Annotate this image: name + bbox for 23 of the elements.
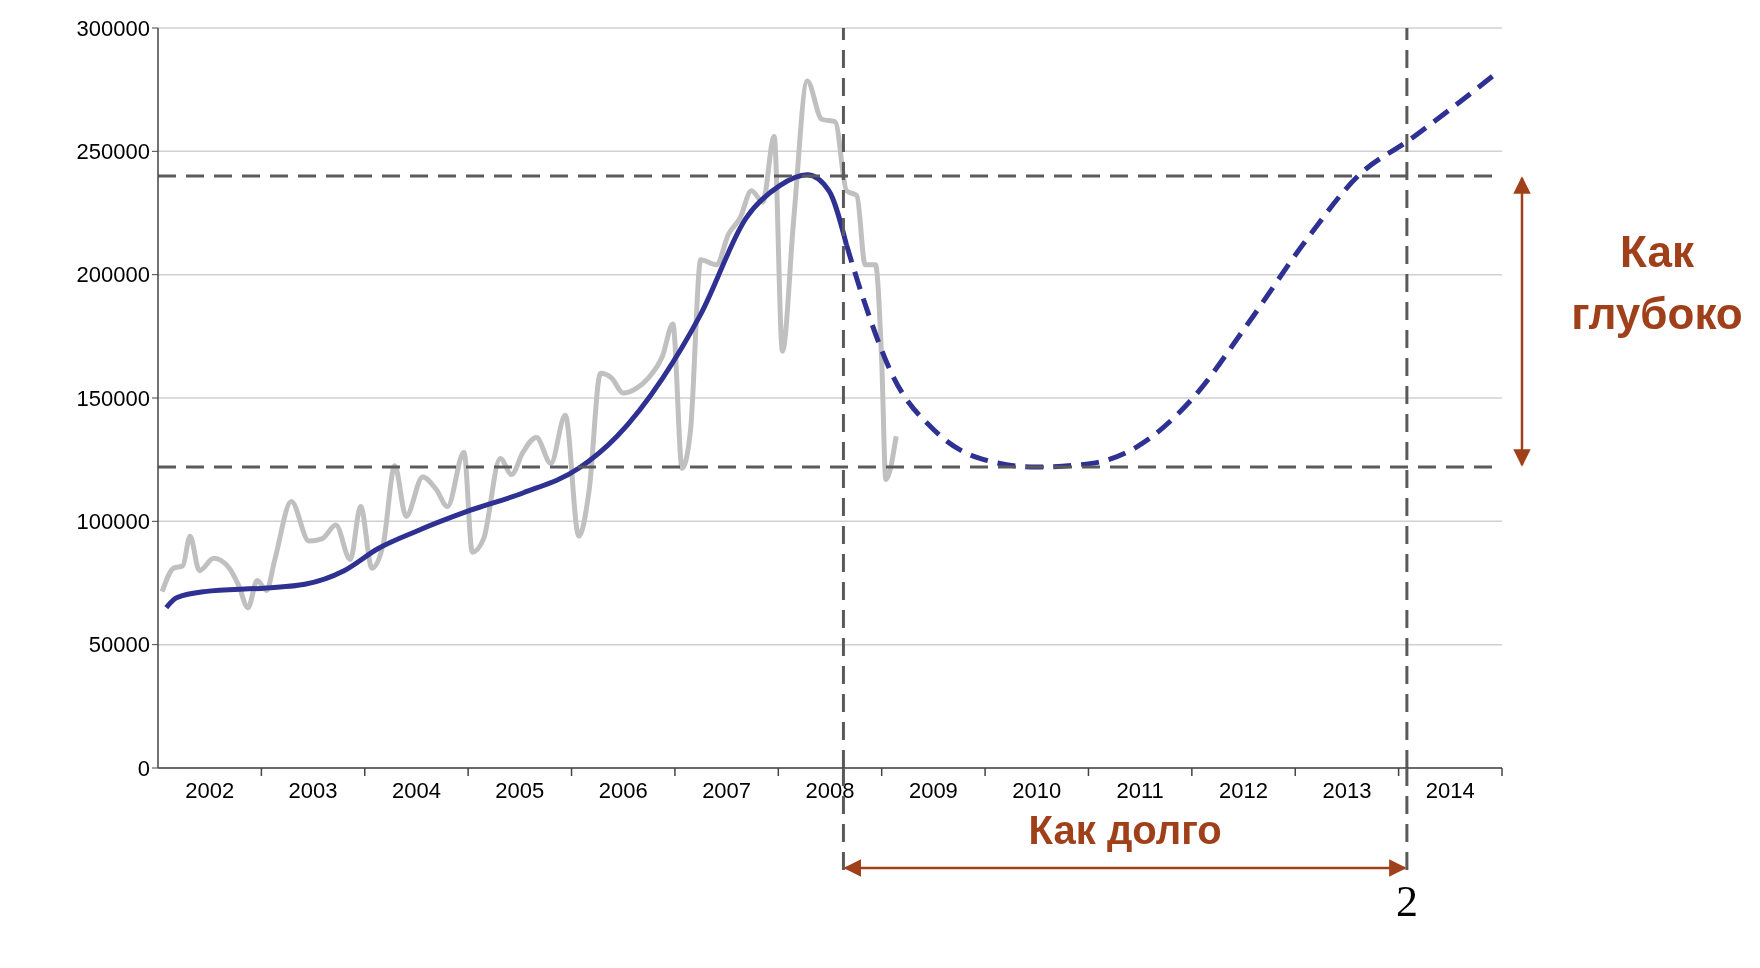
x-tick-label: 2012 — [1219, 778, 1269, 803]
y-tick-label: 300000 — [76, 15, 150, 41]
y-tick-label: 150000 — [76, 385, 150, 411]
x-tick-label: 2013 — [1322, 778, 1372, 803]
x-tick-label: 2006 — [598, 778, 648, 803]
x-tick-label: 2005 — [495, 778, 545, 803]
text: 2 — [1394, 876, 1419, 927]
text: Как долго — [1027, 808, 1223, 853]
y-tick-label: 50000 — [88, 632, 150, 658]
x-tick-label: 2014 — [1425, 778, 1475, 803]
x-tick-label: 2011 — [1116, 778, 1164, 803]
y-tick-label: 0 — [137, 755, 150, 781]
y-tick-label: 250000 — [76, 139, 150, 165]
x-tick-label: 2009 — [908, 778, 958, 803]
x-tick-label: 2004 — [391, 778, 441, 803]
y-tick-label: 100000 — [76, 509, 150, 535]
x-tick-label: 2002 — [185, 778, 235, 803]
text: Как глубоко — [1570, 226, 1744, 340]
x-tick-label: 2010 — [1012, 778, 1062, 803]
x-tick-label: 2003 — [288, 778, 338, 803]
x-tick-label: 2007 — [702, 778, 752, 803]
y-tick-label: 200000 — [76, 262, 150, 288]
x-tick-label: 2008 — [805, 778, 855, 803]
